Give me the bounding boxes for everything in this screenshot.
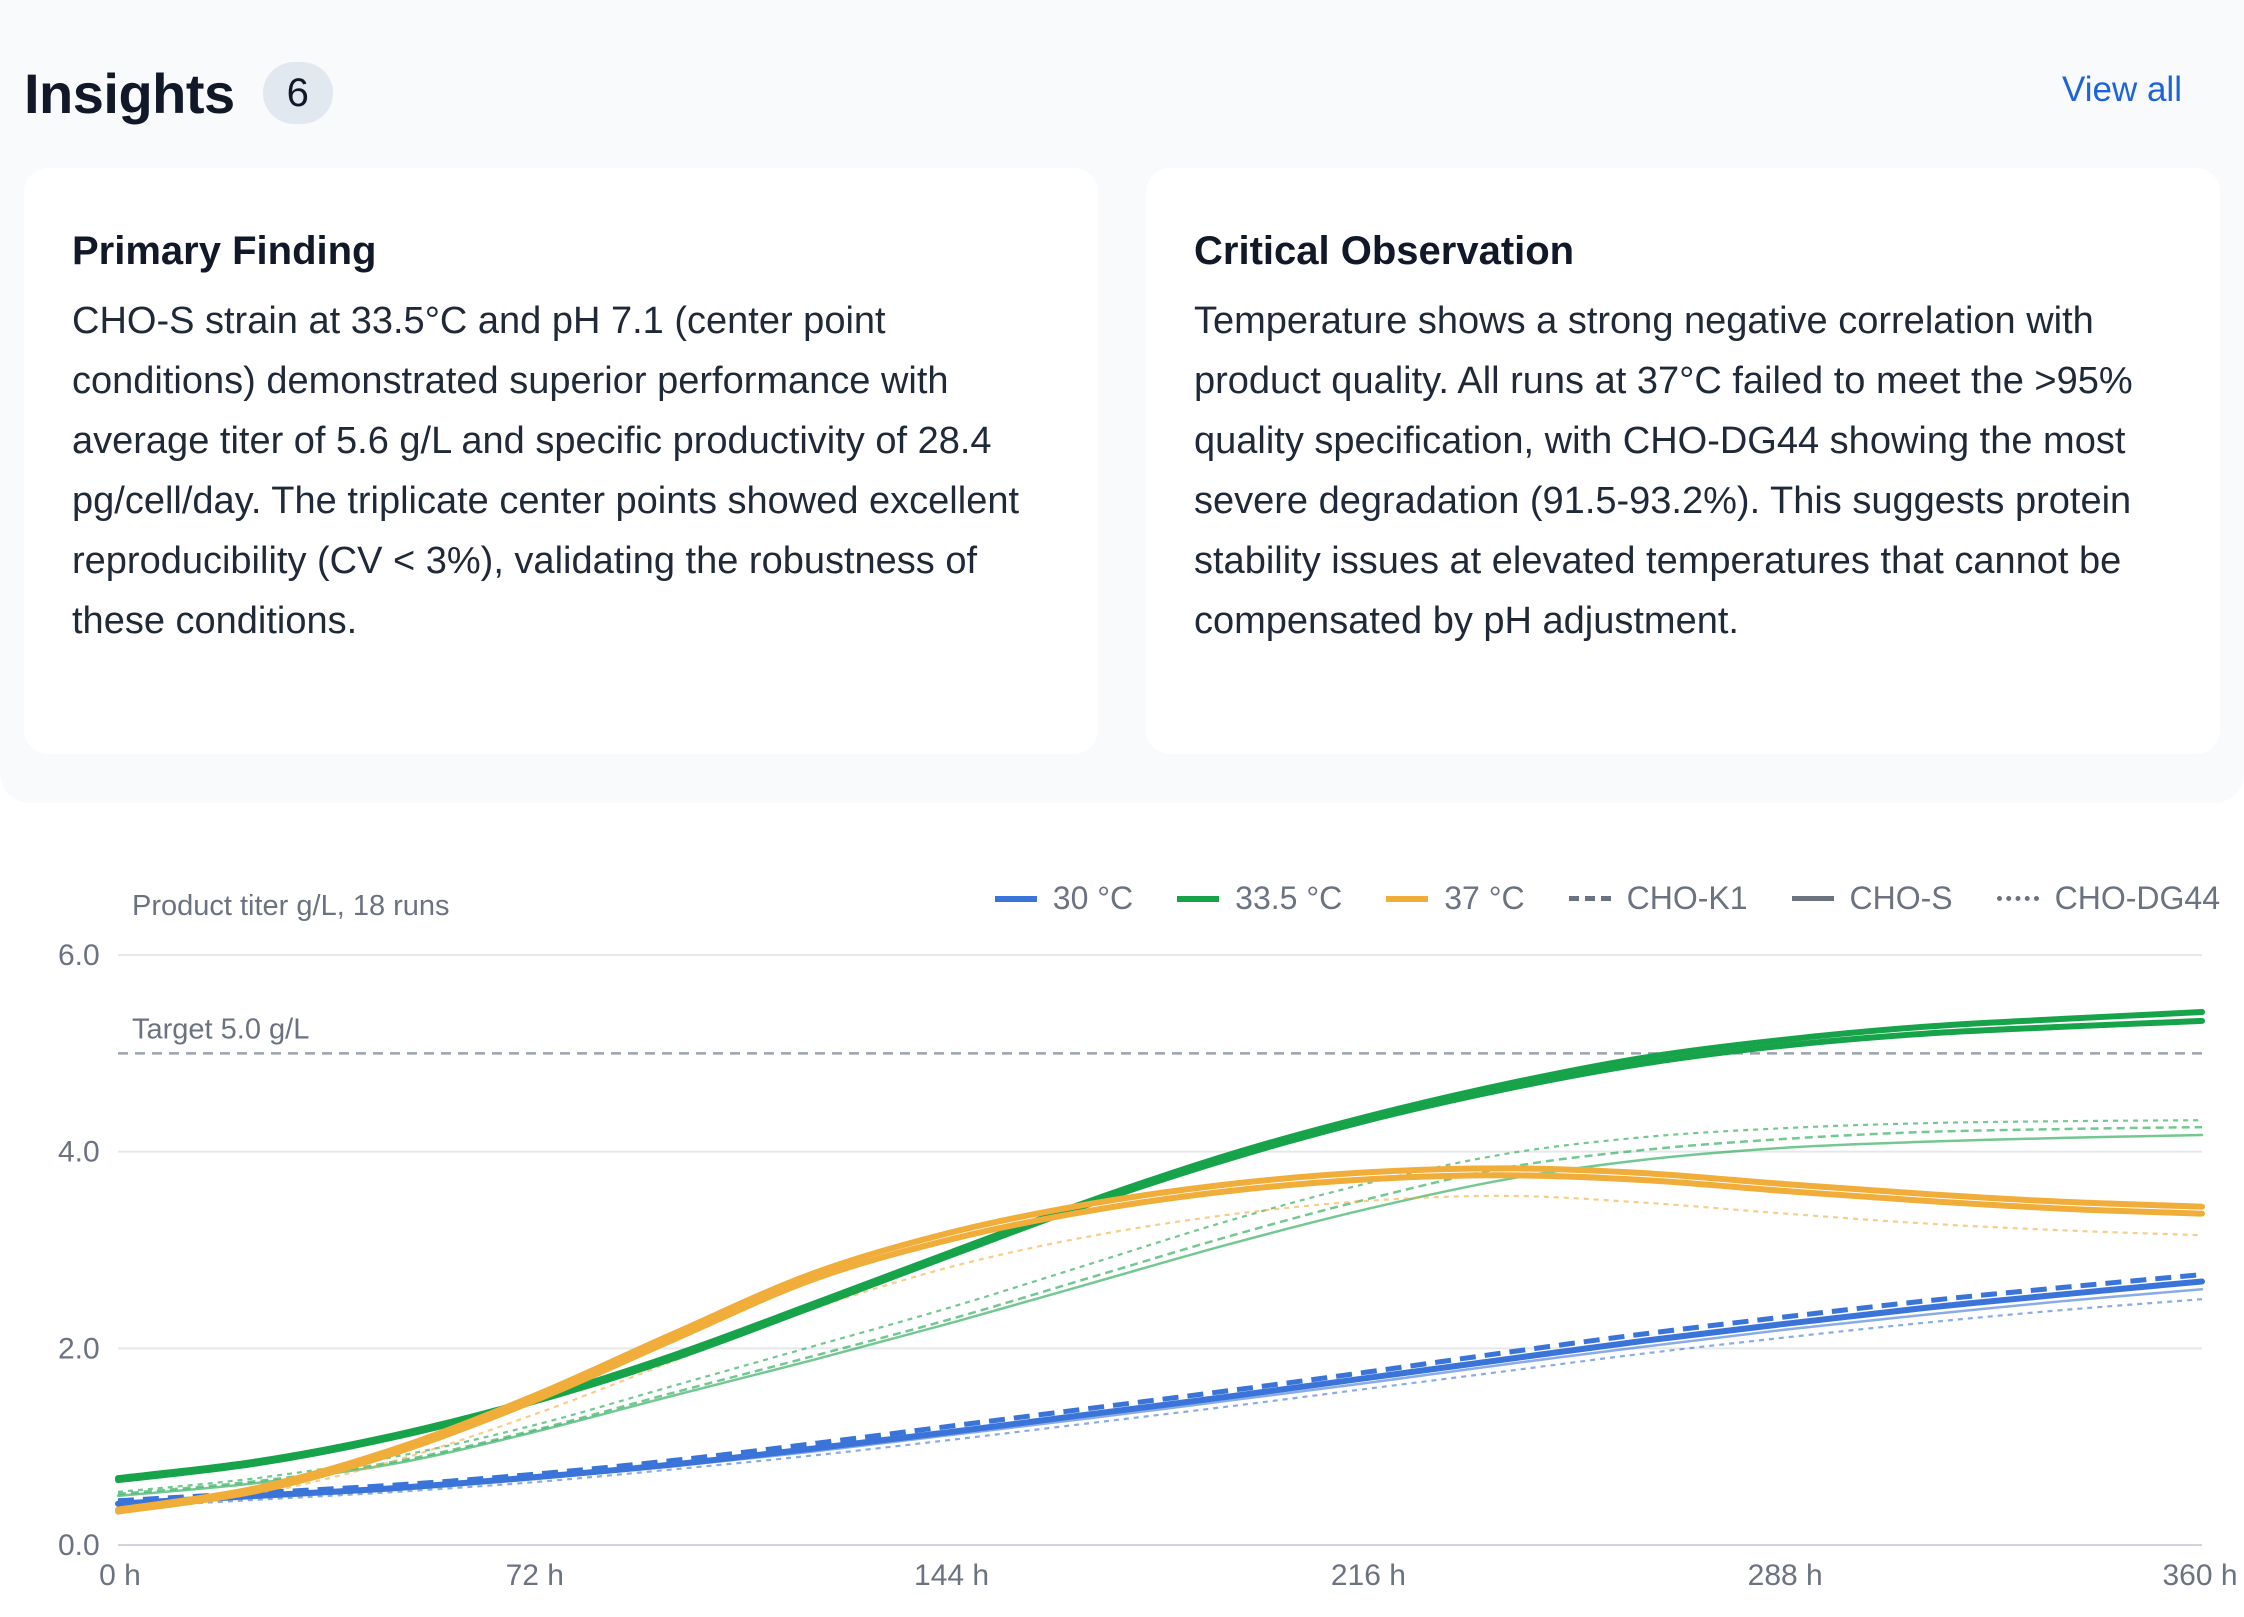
y-tick-label: 6.0 bbox=[58, 939, 100, 972]
insights-panel: Insights 6 View all Primary Finding CHO-… bbox=[0, 0, 2244, 803]
target-layer: Target 5.0 g/L bbox=[118, 1013, 2202, 1055]
legend-swatch-30c bbox=[994, 895, 1037, 902]
card-title: Primary Finding bbox=[72, 229, 377, 273]
card-title: Critical Observation bbox=[1194, 229, 1575, 273]
x-tick-label: 216 h bbox=[1331, 1559, 1406, 1592]
x-tick-label: 0 h bbox=[99, 1559, 141, 1592]
y-tick-label: 4.0 bbox=[58, 1136, 100, 1169]
series-line bbox=[115, 1165, 2205, 1513]
chart-subtitle: Product titer g/L, 18 runs bbox=[132, 890, 450, 922]
insights-count-badge: 6 bbox=[262, 62, 333, 124]
legend-label: CHO-DG44 bbox=[2054, 880, 2220, 916]
series-line bbox=[117, 1194, 2203, 1514]
x-tick-label: 72 h bbox=[506, 1559, 564, 1592]
target-label: Target 5.0 g/L bbox=[132, 1013, 309, 1045]
series-line bbox=[115, 1017, 2205, 1484]
insight-card-critical-observation: Critical Observation Temperature shows a… bbox=[1146, 168, 2220, 754]
series-line bbox=[117, 1125, 2203, 1496]
legend-label: CHO-K1 bbox=[1626, 880, 1748, 916]
card-body: CHO-S strain at 33.5°C and pH 7.1 (cente… bbox=[72, 300, 1020, 642]
y-tick-label: 0.0 bbox=[58, 1529, 100, 1562]
insights-title: Insights bbox=[24, 61, 235, 125]
grid-layer bbox=[118, 954, 2202, 1546]
legend-swatch-37c bbox=[1386, 895, 1429, 902]
series-line bbox=[116, 1288, 2204, 1507]
axis-layer: 0.0 2.0 4.0 6.0 0 h 72 h 144 h 216 h 288 h 360 h bbox=[58, 939, 2238, 1592]
legend-item-cho-k1: CHO-K1 bbox=[1568, 880, 1748, 917]
series-line bbox=[117, 1119, 2203, 1493]
legend-item-30c: 30 °C bbox=[994, 880, 1134, 917]
y-tick-label: 2.0 bbox=[58, 1332, 100, 1365]
view-all-link[interactable]: View all bbox=[2062, 70, 2182, 109]
legend-item-37c: 37 °C bbox=[1386, 880, 1525, 917]
legend-label: 33.5 °C bbox=[1235, 880, 1343, 916]
legend-swatch-33-5c bbox=[1177, 895, 1220, 902]
card-body: Temperature shows a strong negative corr… bbox=[1194, 300, 2133, 642]
series-line bbox=[116, 1133, 2204, 1498]
legend-swatch-dashed bbox=[1568, 896, 1611, 901]
legend-label: CHO-S bbox=[1849, 880, 1953, 916]
legend-label: 37 °C bbox=[1444, 880, 1525, 916]
titer-chart: Target 5.0 g/L 0.0 2.0 4.0 6.0 0 h 72 h 144 h 2… bbox=[0, 840, 2244, 1617]
series-layer bbox=[115, 1009, 2205, 1515]
x-tick-label: 144 h bbox=[914, 1559, 989, 1592]
series-line bbox=[115, 1278, 2205, 1507]
x-tick-label: 288 h bbox=[1748, 1559, 1823, 1592]
legend-label: 30 °C bbox=[1052, 880, 1134, 916]
insight-card-primary-finding: Primary Finding CHO-S strain at 33.5°C a… bbox=[24, 168, 1098, 754]
legend-item-33-5c: 33.5 °C bbox=[1177, 880, 1342, 917]
insights-header: Insights 6 bbox=[24, 56, 333, 130]
legend-item-cho-dg44: CHO-DG44 bbox=[1996, 880, 2220, 917]
series-line bbox=[115, 1172, 2205, 1515]
legend-swatch-dotted bbox=[1996, 896, 2039, 901]
x-tick-label: 360 h bbox=[2162, 1559, 2237, 1592]
titer-chart-svg: Target 5.0 g/L 0.0 2.0 4.0 6.0 0 h 72 h 144 h 2… bbox=[58, 939, 2238, 1592]
series-line bbox=[117, 1272, 2203, 1504]
chart-legend: 30 °C 33.5 °C 37 °C CHO-K1 CHO-S CHO-DG4… bbox=[994, 880, 2220, 917]
legend-swatch-solid bbox=[1791, 896, 1834, 901]
legend-item-cho-s: CHO-S bbox=[1791, 880, 1953, 917]
